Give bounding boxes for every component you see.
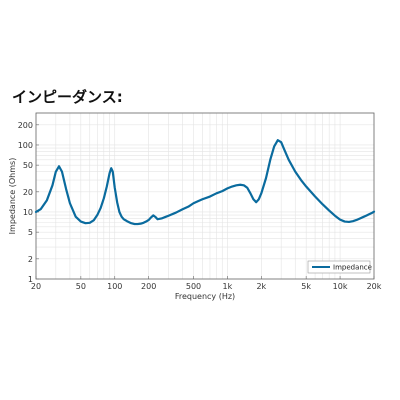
series-line-impedance bbox=[34, 139, 376, 226]
x-axis-label: Frequency (Hz) bbox=[175, 292, 235, 301]
x-tick-label: 10k bbox=[333, 282, 348, 291]
y-tick-label: 1 bbox=[28, 275, 33, 284]
y-axis-ticks: 1 2 5 10 20 50 100 200 bbox=[18, 121, 39, 284]
legend-box bbox=[307, 260, 371, 274]
y-tick-label: 100 bbox=[18, 141, 33, 150]
plot-frame bbox=[35, 112, 375, 280]
x-tick-label: 5k bbox=[301, 282, 311, 291]
y-tick-label: 20 bbox=[23, 188, 33, 197]
x-axis-ticks: 20 50 100 200 500 1k 2k 5k 10k 20k bbox=[31, 276, 382, 291]
y-tick-label: 5 bbox=[28, 228, 33, 237]
legend-entry-impedance: Impedance bbox=[333, 264, 372, 272]
legend: Impedance bbox=[307, 260, 372, 274]
x-tick-label: 50 bbox=[76, 282, 86, 291]
y-tick-label: 50 bbox=[23, 161, 33, 170]
y-tick-label: 200 bbox=[18, 121, 33, 130]
y-tick-label: 10 bbox=[23, 208, 33, 217]
x-tick-label: 100 bbox=[107, 282, 122, 291]
x-tick-label: 2k bbox=[256, 282, 266, 291]
y-axis-label: Impedance (Ohms) bbox=[8, 158, 17, 235]
y-tick-label: 2 bbox=[28, 255, 33, 264]
grid bbox=[35, 112, 375, 280]
chart-title: インピーダンス: bbox=[12, 88, 123, 106]
x-tick-label: 200 bbox=[141, 282, 156, 291]
x-tick-label: 20k bbox=[367, 282, 382, 291]
x-tick-label: 1k bbox=[223, 282, 233, 291]
x-tick-label: 20 bbox=[31, 282, 41, 291]
x-tick-label: 500 bbox=[186, 282, 201, 291]
